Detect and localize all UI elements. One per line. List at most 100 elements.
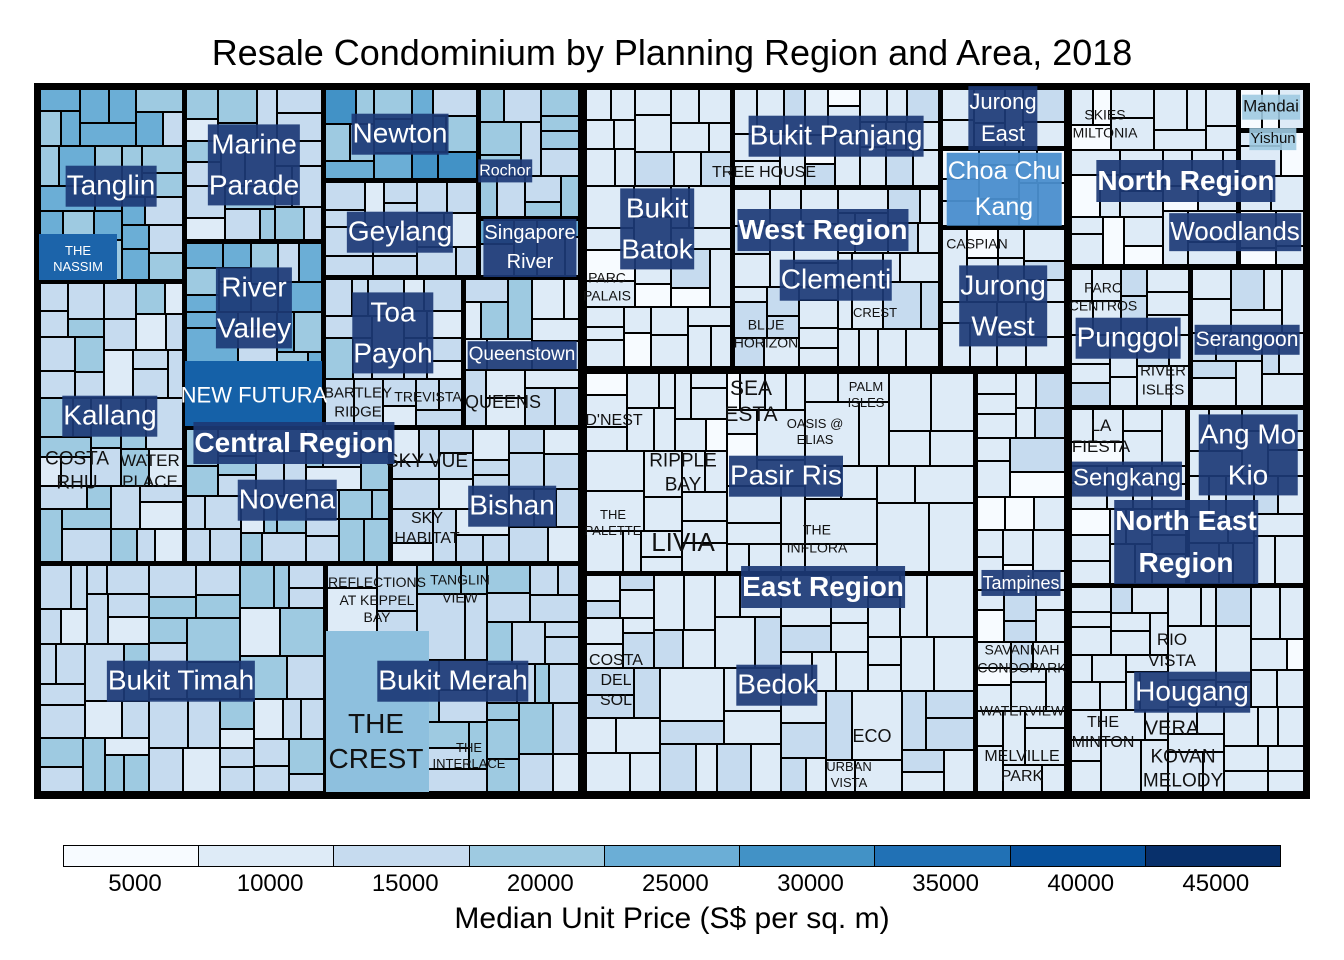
project-tile bbox=[186, 529, 209, 561]
project-tile bbox=[294, 312, 321, 351]
project-tile bbox=[40, 457, 60, 485]
project-tile bbox=[1101, 740, 1140, 791]
project-tile bbox=[765, 373, 785, 409]
project-tile bbox=[627, 373, 658, 407]
project-tile bbox=[586, 718, 615, 752]
project-tile bbox=[62, 509, 110, 528]
project-tile bbox=[1168, 752, 1202, 791]
project-tile bbox=[196, 595, 239, 617]
project-tile bbox=[289, 565, 323, 587]
project-tile bbox=[934, 637, 973, 690]
project-tile bbox=[325, 182, 364, 209]
project-tile bbox=[907, 89, 938, 121]
project-tile bbox=[696, 744, 716, 791]
project-tile bbox=[860, 89, 886, 121]
project-tile bbox=[812, 652, 835, 690]
area-label: Bukit Merah bbox=[377, 660, 529, 702]
project-tile bbox=[473, 429, 508, 459]
project-tile bbox=[623, 531, 640, 571]
project-tile bbox=[220, 699, 253, 728]
project-tile bbox=[1025, 711, 1064, 727]
project-tile bbox=[40, 644, 55, 683]
project-tile bbox=[1145, 710, 1167, 739]
project-tile bbox=[1071, 761, 1100, 791]
area-label: Yishun bbox=[1249, 128, 1297, 150]
project-tile bbox=[671, 89, 698, 122]
project-tile bbox=[1192, 378, 1235, 405]
project-tile bbox=[836, 652, 867, 690]
project-tile bbox=[109, 89, 135, 122]
project-tile bbox=[1071, 442, 1122, 465]
project-tile bbox=[671, 288, 709, 306]
project-tile bbox=[689, 186, 730, 227]
project-tile bbox=[383, 406, 415, 425]
project-tile bbox=[682, 521, 726, 542]
project-tile bbox=[1010, 438, 1064, 471]
project-tile bbox=[1111, 631, 1149, 654]
project-tile bbox=[104, 319, 135, 349]
project-tile bbox=[512, 622, 544, 663]
legend-tick-label: 40000 bbox=[1047, 870, 1115, 897]
project-tile bbox=[767, 316, 798, 337]
project-tile bbox=[586, 120, 613, 148]
area-label: Sengkang bbox=[1071, 461, 1183, 497]
project-tile bbox=[541, 116, 578, 130]
project-tile bbox=[838, 329, 858, 366]
legend-bin bbox=[1145, 846, 1280, 866]
project-tile bbox=[1268, 746, 1303, 770]
project-tile bbox=[977, 497, 1004, 529]
project-tile bbox=[40, 609, 60, 643]
project-tile bbox=[918, 223, 938, 252]
project-tile bbox=[461, 565, 486, 593]
project-tile bbox=[781, 723, 825, 757]
project-tile bbox=[929, 503, 973, 571]
color-legend-bar bbox=[63, 845, 1281, 867]
project-tile bbox=[456, 535, 482, 561]
area-label: Rochor bbox=[478, 159, 532, 183]
project-tile bbox=[944, 750, 973, 791]
project-tile bbox=[1110, 377, 1136, 405]
project-tile bbox=[508, 279, 531, 338]
project-tile bbox=[942, 89, 973, 119]
project-tile bbox=[188, 699, 219, 747]
project-tile bbox=[525, 202, 560, 216]
project-tile bbox=[586, 644, 622, 667]
project-tile bbox=[137, 529, 154, 561]
project-tile bbox=[280, 608, 323, 655]
project-tile bbox=[902, 750, 943, 771]
project-tile bbox=[111, 486, 139, 528]
region-label: North Region bbox=[1096, 160, 1276, 202]
project-tile bbox=[519, 703, 552, 753]
project-tile bbox=[806, 758, 825, 791]
project-tile bbox=[446, 116, 476, 151]
project-tile bbox=[40, 486, 86, 508]
project-tile bbox=[586, 531, 622, 571]
project-tile bbox=[433, 509, 455, 561]
project-tile bbox=[1258, 707, 1277, 745]
project-tile bbox=[781, 758, 805, 791]
project-tile bbox=[831, 623, 867, 651]
project-tile bbox=[186, 295, 218, 311]
project-tile bbox=[620, 590, 653, 617]
project-tile bbox=[1192, 361, 1235, 377]
project-label: BARTLEY RIDGE bbox=[323, 384, 393, 420]
area-label: Newton bbox=[351, 113, 449, 155]
project-tile bbox=[122, 701, 148, 737]
project-tile bbox=[977, 711, 1002, 745]
project-tile bbox=[1101, 710, 1144, 739]
project-tile bbox=[1201, 587, 1215, 625]
project-tile bbox=[87, 486, 110, 508]
project-tile bbox=[1251, 670, 1276, 706]
project-tile bbox=[105, 738, 148, 754]
project-tile bbox=[433, 89, 476, 115]
project-tile bbox=[561, 176, 578, 216]
project-tile bbox=[80, 89, 108, 122]
project-tile bbox=[306, 519, 338, 535]
project-tile bbox=[1103, 217, 1123, 265]
project-tile bbox=[878, 329, 905, 366]
project-tile bbox=[487, 720, 518, 758]
project-tile bbox=[487, 622, 511, 663]
project-tile bbox=[427, 361, 461, 378]
project-tile bbox=[186, 243, 222, 267]
project-tile bbox=[586, 373, 626, 394]
